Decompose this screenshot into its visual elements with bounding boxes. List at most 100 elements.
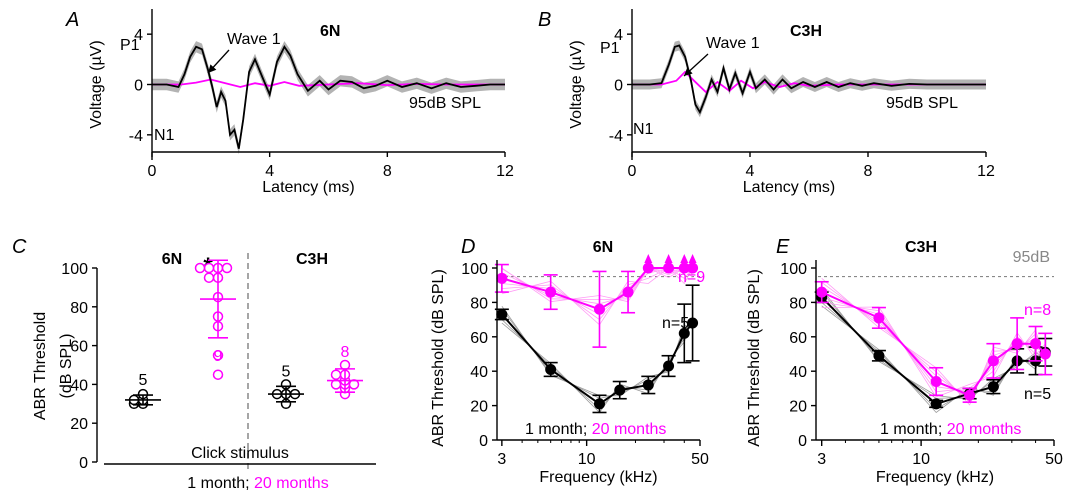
individual-trace [821, 277, 1046, 406]
x-axis-label: Latency (ms) [262, 179, 354, 196]
mean-point [873, 312, 885, 324]
x-tick-label: 12 [496, 163, 514, 180]
x-tick-label: 12 [977, 163, 995, 180]
mean-point [1030, 338, 1042, 350]
x-tick-label: 50 [1045, 451, 1063, 468]
individual-trace [821, 305, 1046, 414]
annotation-n1: N1 [633, 121, 654, 138]
y-tick-label: 80 [470, 295, 488, 312]
y-tick-label: 100 [61, 261, 88, 278]
mean-point [687, 317, 699, 329]
y-axis-label: (dB SPL) [58, 334, 75, 399]
mean-point [987, 381, 999, 393]
individual-trace [501, 267, 693, 301]
y-tick-label: 80 [70, 300, 88, 317]
legend-entry: 1 month [525, 421, 583, 438]
trace-20-months [152, 78, 505, 88]
n-label-20-months: n=8 [1024, 302, 1051, 319]
mean-point [545, 363, 557, 375]
annotation-p1: P1 [120, 37, 140, 54]
annotation-wave-1: Wave 1 [227, 31, 281, 48]
y-tick-label: 60 [789, 330, 807, 347]
panel-label: C [12, 236, 27, 258]
mean-point [496, 272, 508, 284]
mean-point [873, 350, 885, 362]
group-title: 6N [162, 251, 182, 268]
mean-point [593, 303, 605, 315]
panel-title: 6N [593, 239, 613, 256]
trace-1-month [632, 44, 986, 115]
legend-entry: 20 months [592, 421, 667, 438]
threshold-point [212, 350, 224, 361]
n-label-20-months: n=9 [678, 269, 705, 286]
y-axis-label: ABR Threshold (dB SPL) [746, 269, 763, 447]
wave-1-arrowhead [208, 64, 217, 73]
x-tick-label: 8 [864, 163, 873, 180]
individual-trace [821, 306, 1046, 398]
annotation-n1: N1 [154, 127, 175, 144]
panel-title: C3H [905, 239, 937, 256]
x-axis-label: Latency (ms) [743, 179, 835, 196]
reference-label: 95dB [1013, 249, 1050, 266]
n-label-1-month: n=5 [1024, 386, 1051, 403]
y-tick-label: 20 [70, 416, 88, 433]
mean-point [622, 286, 634, 298]
mean-point [964, 389, 976, 401]
y-axis-label: Voltage (µV) [568, 40, 585, 128]
threshold-point [203, 272, 215, 283]
mean-point [1039, 348, 1051, 360]
panel-label: D [461, 236, 475, 258]
above-range-arrowhead [644, 254, 653, 263]
sd-band [152, 41, 505, 155]
legend-entry: ; [583, 421, 592, 438]
y-tick-label: 100 [780, 261, 807, 278]
x-tick-label: 10 [578, 451, 596, 468]
annotation-95db-spl: 95dB SPL [886, 95, 958, 112]
mean-point [930, 376, 942, 388]
mean-point [642, 379, 654, 391]
mean-trace [501, 313, 694, 406]
annotation-95db-spl: 95dB SPL [409, 95, 481, 112]
threshold-point [212, 369, 224, 380]
x-tick-label: 0 [628, 163, 637, 180]
threshold-point [330, 369, 342, 380]
mean-point [545, 286, 557, 298]
mean-point [593, 398, 605, 410]
annotation-p1: P1 [600, 40, 620, 57]
y-tick-label: 80 [789, 295, 807, 312]
y-tick-label: 0 [614, 78, 623, 95]
y-tick-label: 40 [789, 364, 807, 381]
x-axis-label: Frequency (kHz) [539, 469, 657, 486]
panel-title: C3H [790, 23, 822, 40]
legend: 1 month; 20 months [187, 475, 328, 492]
mean-point [816, 286, 828, 298]
n-label-1-month: n=5 [662, 315, 689, 332]
y-tick-label: 4 [614, 27, 623, 44]
x-tick-label: 4 [746, 163, 755, 180]
x-tick-label: 50 [691, 451, 709, 468]
legend-entry: 20 months [947, 421, 1022, 438]
y-tick-label: 60 [70, 339, 88, 356]
x-tick-label: 3 [817, 451, 826, 468]
mean-point [1011, 338, 1023, 350]
y-tick-label: 40 [470, 364, 488, 381]
above-range-arrowhead [680, 254, 689, 263]
y-axis-label: Voltage (µV) [88, 40, 105, 128]
legend: 1 month; 20 months [880, 421, 1021, 438]
n-label: 8 [341, 344, 350, 361]
x-tick-label: 3 [497, 451, 506, 468]
panel-label: A [65, 9, 79, 31]
threshold-point [221, 262, 233, 274]
mean-point [663, 360, 675, 372]
individual-trace [501, 316, 693, 414]
y-tick-label: 0 [134, 78, 143, 95]
threshold-point [194, 262, 206, 274]
y-tick-label: 0 [479, 433, 488, 450]
n-label: 5 [139, 372, 148, 389]
panel-label: B [538, 9, 551, 31]
mean-point [987, 355, 999, 367]
legend-entry: ; [245, 475, 254, 492]
legend: 1 month; 20 months [525, 421, 666, 438]
y-tick-label: 100 [461, 261, 488, 278]
